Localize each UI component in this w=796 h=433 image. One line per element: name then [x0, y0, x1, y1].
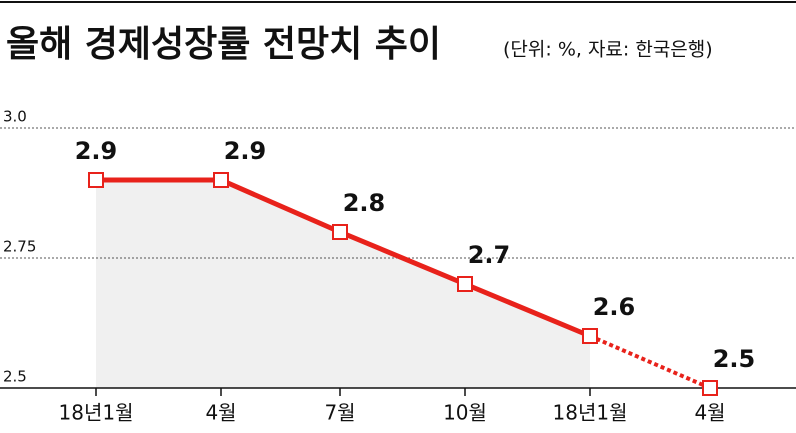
value-label: 2.7	[468, 241, 511, 269]
chart-subtitle: (단위: %, 자료: 한국은행)	[503, 39, 713, 61]
x-tick-label: 7월	[324, 401, 355, 425]
x-tick-label: 4월	[694, 401, 725, 425]
chart-title: 올해 경제성장률 전망치 추이	[6, 24, 441, 65]
x-tick-label: 18년1월	[553, 401, 628, 425]
x-tick-label: 18년1월	[59, 401, 134, 425]
point	[213, 172, 229, 188]
y-tick-label: 3.0	[3, 108, 27, 126]
value-label: 2.9	[224, 137, 267, 165]
point	[88, 172, 104, 188]
point	[457, 276, 473, 292]
point	[702, 380, 718, 396]
value-label: 2.8	[343, 189, 386, 217]
point	[332, 224, 348, 240]
point	[582, 328, 598, 344]
y-tick-label: 2.75	[3, 238, 36, 256]
y-tick-label: 2.5	[3, 368, 27, 386]
line-dashed	[589, 334, 711, 390]
value-label: 2.6	[593, 293, 636, 321]
x-tick-label: 4월	[205, 401, 236, 425]
x-tick-label: 10월	[443, 401, 487, 425]
area	[96, 180, 590, 388]
value-label: 2.5	[713, 345, 756, 373]
value-label: 2.9	[75, 137, 118, 165]
